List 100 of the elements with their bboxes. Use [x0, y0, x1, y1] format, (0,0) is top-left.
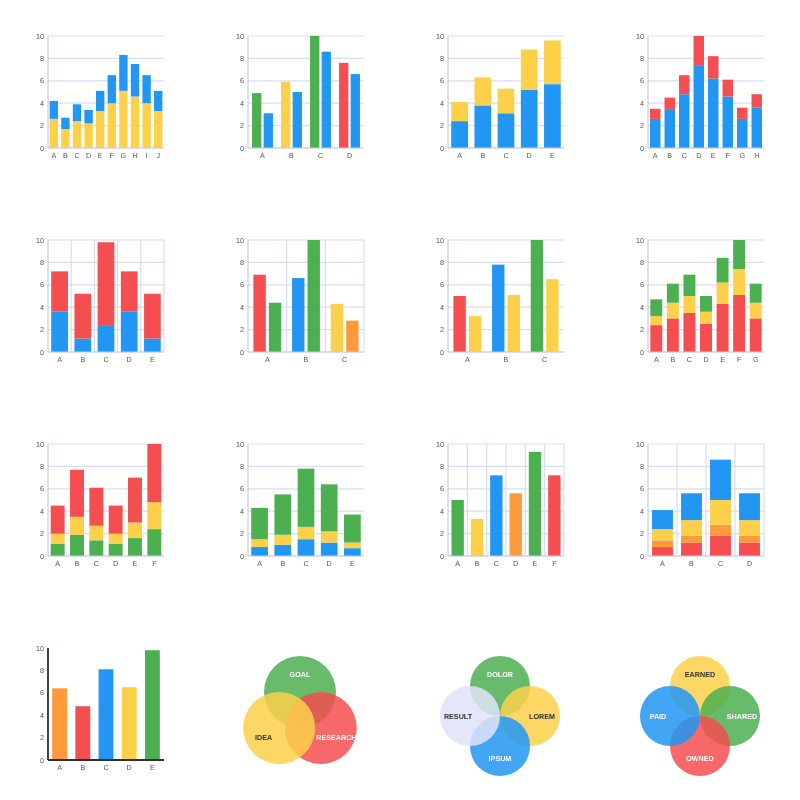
bar [530, 240, 544, 352]
bar [739, 520, 760, 536]
bar [51, 311, 68, 352]
bar [97, 325, 115, 352]
bar [666, 283, 679, 303]
bar [344, 542, 361, 549]
bar [693, 36, 704, 66]
bar [52, 688, 68, 760]
bar [97, 242, 115, 326]
bar [679, 75, 690, 95]
bar [749, 283, 762, 303]
bar [339, 62, 349, 148]
bar [681, 493, 702, 521]
bar [733, 269, 746, 295]
bar [548, 475, 561, 556]
bar [739, 493, 760, 521]
bar [281, 81, 291, 148]
bar [681, 535, 702, 543]
bar [693, 65, 704, 148]
bar [733, 294, 746, 352]
bar [749, 302, 762, 319]
bar [652, 547, 673, 556]
bar [490, 475, 503, 556]
bar [708, 56, 719, 79]
bar [74, 293, 92, 339]
bar [321, 51, 331, 148]
bar [320, 542, 338, 556]
bar [346, 320, 359, 352]
bar [497, 88, 515, 114]
bar [520, 49, 538, 90]
bar [683, 274, 696, 296]
bar [474, 77, 492, 106]
bar [509, 493, 522, 556]
bar [268, 302, 282, 352]
bar [98, 669, 114, 760]
bar [683, 296, 696, 313]
bar [274, 494, 292, 535]
bar [350, 74, 360, 148]
bar [297, 468, 315, 527]
bar [120, 311, 138, 352]
bar [451, 102, 468, 122]
bar [274, 534, 292, 545]
bar [739, 535, 760, 543]
bar [492, 264, 505, 352]
bar [147, 529, 162, 556]
bar [546, 279, 559, 352]
bar [468, 316, 482, 352]
bar [89, 540, 104, 556]
bar [664, 97, 675, 110]
bar [70, 516, 84, 535]
bar [51, 271, 68, 312]
bar [75, 706, 91, 760]
bar [716, 303, 729, 352]
bar [683, 312, 696, 352]
bar [128, 477, 142, 523]
bar [310, 36, 320, 148]
bar [650, 316, 663, 326]
bar [666, 302, 679, 319]
bar [144, 650, 160, 760]
bar [544, 40, 561, 85]
bar [739, 542, 760, 556]
bar [751, 107, 762, 148]
bar [120, 271, 138, 312]
bar [737, 107, 748, 119]
bar [664, 109, 675, 148]
bar [507, 294, 520, 352]
bar [650, 325, 663, 352]
bar [451, 121, 468, 148]
bar [330, 303, 344, 352]
bar [470, 519, 484, 556]
bar [252, 93, 262, 148]
bar [108, 533, 123, 544]
bar [722, 96, 733, 148]
bar [307, 240, 320, 352]
bar [108, 543, 123, 556]
bar [652, 540, 673, 548]
bar [128, 538, 142, 556]
bar [700, 324, 712, 352]
bar [710, 535, 731, 556]
bar [528, 451, 542, 556]
bar [544, 84, 561, 148]
bar [710, 459, 731, 500]
bar [320, 484, 338, 532]
bar [121, 687, 137, 760]
bar [50, 533, 65, 544]
bar [474, 105, 492, 148]
bar [708, 78, 719, 148]
bar [666, 318, 679, 352]
bar [681, 542, 702, 556]
bar [251, 539, 268, 548]
bar [681, 520, 702, 536]
bar [147, 502, 162, 530]
bar [710, 500, 731, 525]
bar [716, 257, 729, 283]
bar [652, 529, 673, 541]
bar [297, 539, 315, 556]
bar [451, 500, 464, 556]
bar [263, 113, 273, 148]
bar [274, 544, 292, 556]
bar [89, 487, 104, 526]
